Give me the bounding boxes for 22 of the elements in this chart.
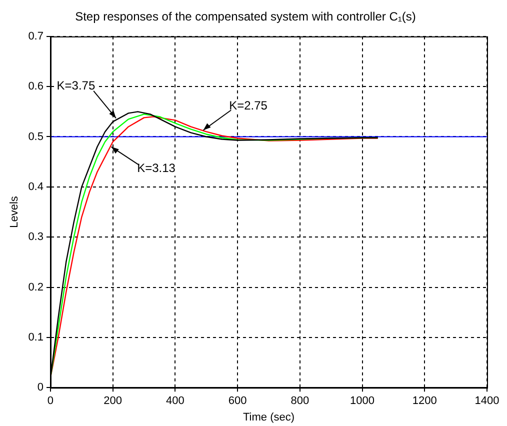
x-tick-label: 200 [104, 395, 122, 408]
y-tick-label: 0.7 [28, 30, 44, 42]
y-tick-label: 0.3 [28, 231, 44, 244]
y-tick-label: 0.6 [28, 80, 44, 93]
x-tick-label: 400 [166, 395, 184, 408]
y-axis-title: Levels [8, 196, 21, 228]
x-tick-label: 1000 [350, 395, 375, 408]
y-tick-label: 0.2 [28, 281, 44, 294]
x-tick-label: 1200 [412, 395, 437, 408]
annotation: K=3.13 [137, 161, 176, 176]
annotation: K=2.75 [229, 98, 268, 113]
y-tick-label: 0.5 [28, 130, 44, 143]
x-tick-label: 800 [290, 395, 310, 408]
x-axis-title: Time (sec) [242, 411, 295, 424]
y-tick-label: 0.1 [28, 331, 44, 344]
y-tick-label: 0 [37, 382, 44, 394]
chart-title: Step responses of the compensated system with controller C₁(s) [75, 10, 416, 24]
annotation: K=3.75 [56, 78, 96, 92]
x-tick-label: 1400 [474, 395, 500, 408]
y-tick-label: 0.4 [28, 180, 44, 193]
x-tick-label: 0 [47, 395, 54, 408]
x-tick-label: 600 [228, 395, 247, 408]
